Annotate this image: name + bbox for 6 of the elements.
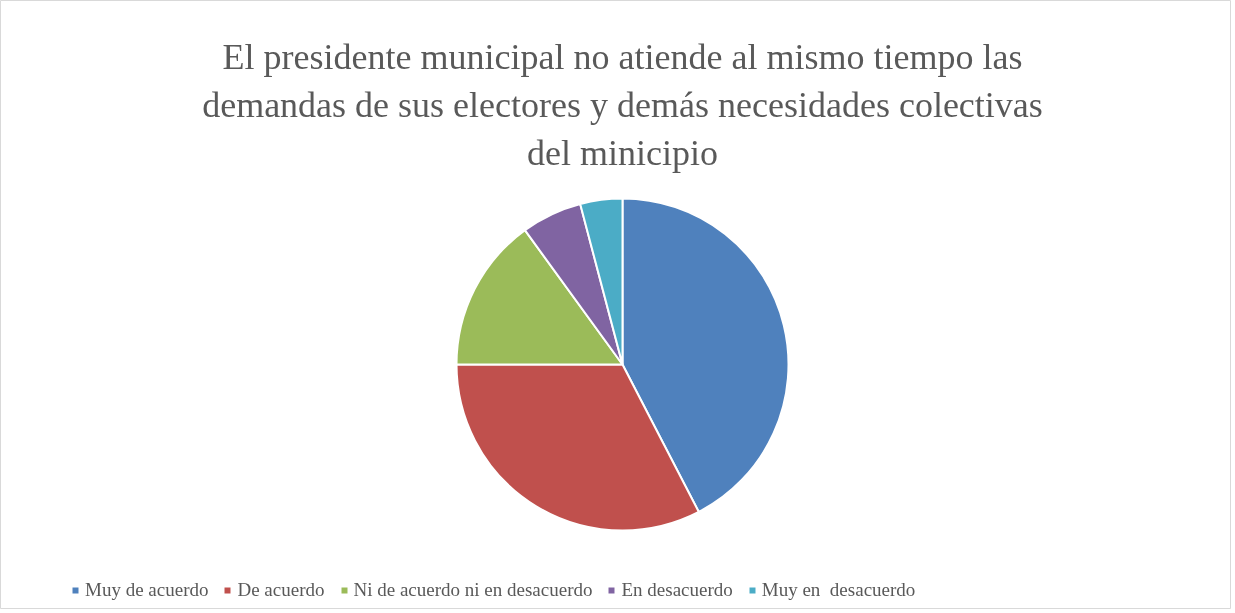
legend-label: De acuerdo — [237, 579, 325, 601]
chart-title: El presidente municipal no atiende al mismo tiempo las demandas de sus electores y demás necesidades colectivas del minicipio — [202, 36, 1043, 173]
legend-label: En desacuerdo — [621, 579, 733, 601]
legend-label: Muy de acuerdo — [85, 579, 209, 601]
legend-label: Muy en desacuerdo — [761, 579, 916, 601]
legend-label: Ni de acuerdo ni en desacuerdo — [353, 579, 593, 601]
